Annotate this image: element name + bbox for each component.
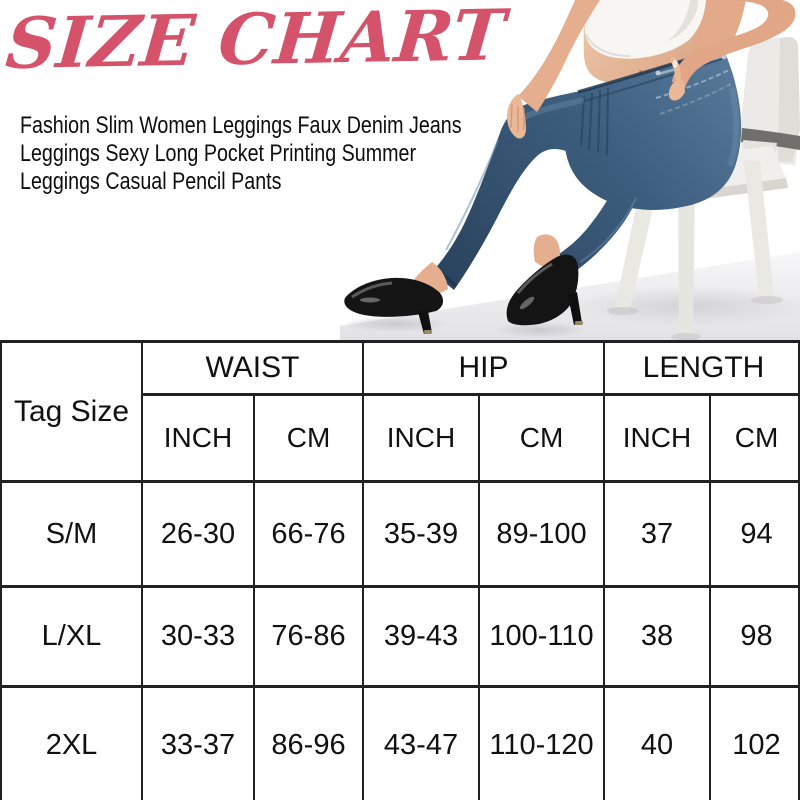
cell-waist-cm: 86-96 bbox=[255, 688, 364, 800]
row-tag: S/M bbox=[2, 483, 143, 588]
description-line: Leggings Sexy Long Pocket Printing Summe… bbox=[20, 140, 417, 167]
subheader-waist-inch: INCH bbox=[143, 396, 255, 483]
right-arm bbox=[668, 0, 796, 101]
subheader-length-inch: INCH bbox=[605, 396, 711, 483]
cell-hip-inch: 39-43 bbox=[364, 588, 480, 688]
cell-waist-cm: 66-76 bbox=[255, 483, 364, 588]
cell-length-cm: 98 bbox=[711, 588, 800, 688]
cell-length-inch: 37 bbox=[605, 483, 711, 588]
cell-waist-inch: 26-30 bbox=[143, 483, 255, 588]
crop-top bbox=[583, 0, 706, 59]
subheader-length-cm: CM bbox=[711, 396, 800, 483]
model-illustration bbox=[340, 0, 800, 344]
table-corner-tag-size: Tag Size bbox=[2, 343, 143, 483]
description-line: Fashion Slim Women Leggings Faux Denim J… bbox=[20, 112, 462, 139]
header-group-waist: WAIST bbox=[143, 343, 364, 396]
description-line: Leggings Casual Pencil Pants bbox=[20, 168, 282, 195]
left-arm bbox=[507, 0, 600, 139]
subheader-waist-cm: CM bbox=[255, 396, 364, 483]
cell-waist-inch: 30-33 bbox=[143, 588, 255, 688]
cell-length-cm: 102 bbox=[732, 729, 781, 761]
model bbox=[344, 0, 796, 334]
product-photo bbox=[340, 0, 800, 344]
row-tag: 2XL bbox=[2, 688, 143, 800]
cell-hip-cm: 89-100 bbox=[480, 483, 605, 588]
high-heel-left bbox=[344, 277, 444, 334]
cell-hip-inch: 35-39 bbox=[364, 483, 480, 588]
size-table: Tag Size WAIST HIP LENGTH INCH CM INCH C… bbox=[0, 340, 800, 800]
cell-length-inch: 38 bbox=[605, 588, 711, 688]
subheader-hip-cm: CM bbox=[480, 396, 605, 483]
header-group-hip: HIP bbox=[364, 343, 605, 396]
cell-waist-inch: 33-37 bbox=[143, 688, 255, 800]
row-tag: L/XL bbox=[2, 588, 143, 688]
cell-waist-cm: 76-86 bbox=[255, 588, 364, 688]
cell-hip-cm: 100-110 bbox=[480, 588, 605, 688]
cell-length-inch: 40 bbox=[605, 688, 711, 800]
cell-hip-inch: 43-47 bbox=[364, 688, 480, 800]
cell-length-cm: 94 bbox=[711, 483, 800, 588]
subheader-hip-inch: INCH bbox=[364, 396, 480, 483]
cell-hip-cm: 110-120 bbox=[480, 688, 605, 800]
product-description: Fashion Slim Women Leggings Faux Denim J… bbox=[20, 112, 462, 196]
header-group-length: LENGTH bbox=[605, 343, 800, 396]
high-heel-right bbox=[506, 254, 583, 326]
